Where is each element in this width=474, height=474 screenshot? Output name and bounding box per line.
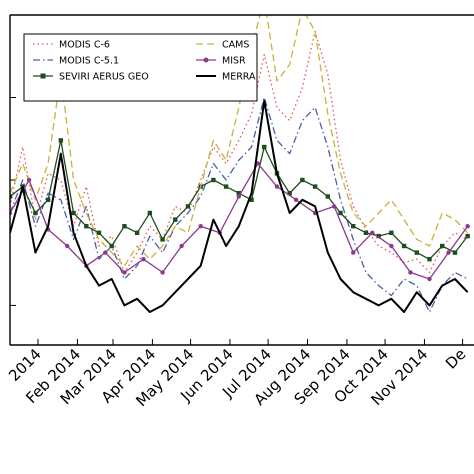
legend-item: MODIS C-6	[33, 40, 110, 51]
data-point	[331, 204, 337, 209]
data-point	[427, 276, 432, 282]
legend-item: MODIS C-5.1	[33, 56, 119, 67]
data-point	[262, 144, 267, 150]
data-point	[179, 243, 184, 249]
data-point	[351, 224, 356, 229]
data-point	[351, 250, 356, 255]
data-point	[45, 197, 51, 202]
series-modis-c-5-1	[10, 96, 468, 313]
data-point	[211, 177, 216, 183]
data-point	[122, 270, 127, 275]
data-point	[198, 224, 203, 229]
data-point	[389, 230, 394, 235]
data-point	[96, 230, 102, 235]
data-point	[173, 217, 178, 222]
data-point	[134, 230, 140, 235]
data-point	[236, 194, 242, 199]
data-point	[33, 210, 38, 216]
data-point	[414, 250, 419, 255]
legend-label: MODIS C-6	[59, 40, 110, 51]
data-point	[141, 257, 146, 262]
x-tick-label: De	[442, 345, 469, 372]
data-point	[58, 138, 64, 143]
legend-box	[23, 33, 258, 102]
data-point	[255, 161, 261, 166]
legend-item: MERRA	[196, 72, 256, 83]
data-point	[274, 184, 280, 189]
data-point	[325, 194, 331, 199]
legend-item: MISR	[196, 56, 246, 67]
data-point	[10, 194, 13, 199]
data-point	[465, 224, 470, 229]
data-point	[71, 210, 76, 216]
data-point	[370, 230, 375, 235]
data-point	[389, 243, 394, 249]
series-line	[10, 30, 468, 274]
data-point	[300, 177, 305, 183]
data-point	[446, 250, 451, 255]
data-point	[185, 204, 191, 209]
data-point	[427, 257, 432, 262]
series-line	[10, 99, 469, 313]
series-merra	[10, 99, 469, 313]
legend-label: MODIS C-5.1	[59, 56, 119, 67]
legend-item: CAMS	[196, 40, 249, 51]
data-point	[376, 233, 381, 239]
data-point	[26, 177, 32, 183]
data-point	[401, 243, 407, 249]
data-point	[109, 243, 114, 249]
legend-marker	[203, 57, 209, 63]
data-point	[440, 243, 445, 249]
series-modis-c-6	[10, 30, 468, 274]
data-point	[408, 270, 413, 275]
legend-label: SEVIRI AERUS GEO	[59, 72, 149, 83]
data-point	[312, 184, 318, 189]
data-point	[293, 197, 299, 202]
legend: MODIS C-6 MODIS C-5.1 SEVIRI AERUS GEO CAMS…	[23, 33, 258, 102]
data-point	[160, 237, 165, 242]
data-point	[465, 233, 470, 239]
data-point	[147, 210, 153, 216]
legend-marker	[40, 73, 46, 79]
data-point	[249, 197, 254, 202]
series-line	[10, 96, 468, 313]
legend-label: MISR	[222, 56, 246, 67]
data-point	[160, 270, 165, 275]
data-point	[223, 184, 229, 189]
data-point	[452, 250, 458, 255]
data-point	[287, 191, 292, 196]
data-point	[122, 224, 127, 229]
legend-label: CAMS	[222, 40, 249, 51]
data-point	[84, 224, 89, 229]
legend-label: MERRA	[222, 72, 256, 83]
data-point	[363, 230, 369, 235]
legend-item: SEVIRI AERUS GEO	[33, 72, 149, 83]
data-point	[236, 191, 242, 196]
data-point	[338, 210, 343, 216]
data-point	[65, 243, 70, 249]
data-point	[103, 250, 108, 255]
